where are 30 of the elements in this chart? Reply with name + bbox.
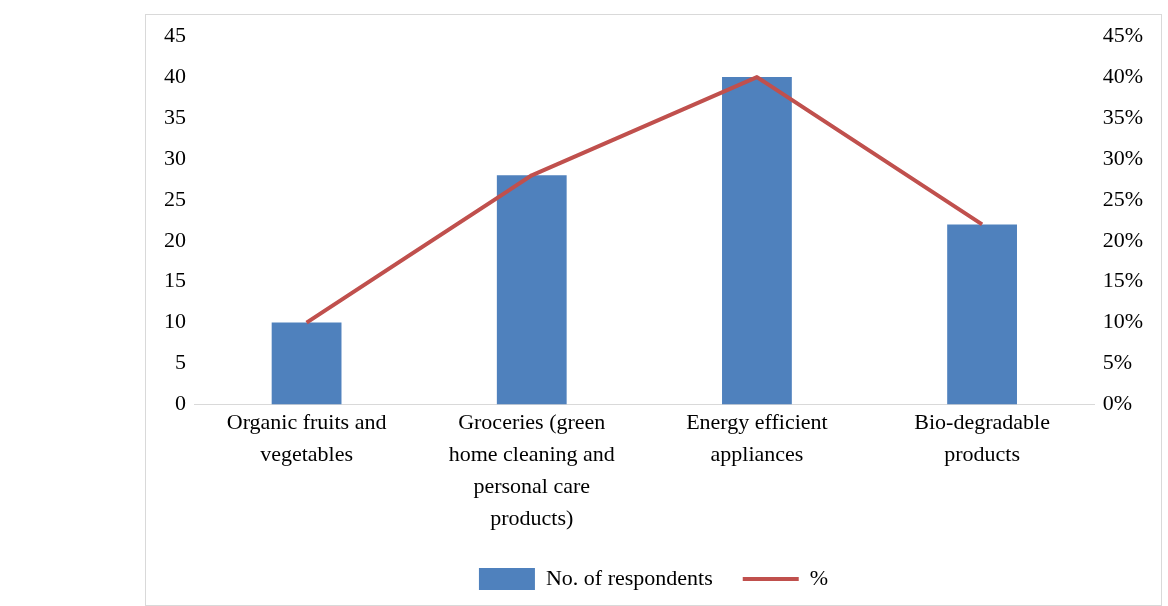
y2-tick-label: 25% — [1102, 185, 1143, 211]
y2-tick-label: 40% — [1102, 62, 1143, 88]
bar — [947, 224, 1017, 405]
bar — [722, 77, 792, 405]
y-tick-label: 0 — [175, 390, 186, 416]
y-tick-label: 45 — [164, 21, 186, 47]
y2-tick-label: 15% — [1102, 267, 1143, 293]
y-tick-label: 35 — [164, 103, 186, 129]
y-tick-label: 30 — [164, 144, 186, 170]
y-tick-label: 5 — [175, 349, 186, 375]
y2-tick-label: 10% — [1102, 308, 1143, 334]
y2-tick-label: 0% — [1102, 390, 1132, 416]
x-tick-label: Groceries (green home cleaning and personal care products) — [448, 409, 615, 530]
bar — [496, 175, 567, 405]
x-tick-label: Bio-degradable products — [914, 409, 1050, 467]
y-tick-label: 15 — [164, 267, 186, 293]
y-tick-label: 25 — [164, 185, 186, 211]
y2-tick-label: 35% — [1102, 103, 1143, 129]
x-tick-label: Organic fruits and vegetables — [226, 409, 387, 467]
legend-label: % — [809, 564, 829, 590]
x-tick-label: Energy efficient appliances — [686, 409, 828, 467]
y-tick-label: 20 — [164, 226, 186, 252]
legend-label: No. of respondents — [545, 564, 713, 590]
y-tick-label: 10 — [164, 308, 186, 334]
bar — [271, 322, 342, 405]
y2-tick-label: 30% — [1102, 144, 1143, 170]
y2-tick-label: 20% — [1102, 226, 1143, 252]
y2-tick-label: 45% — [1102, 21, 1143, 47]
y2-tick-label: 5% — [1102, 349, 1132, 375]
y-tick-label: 40 — [164, 62, 186, 88]
